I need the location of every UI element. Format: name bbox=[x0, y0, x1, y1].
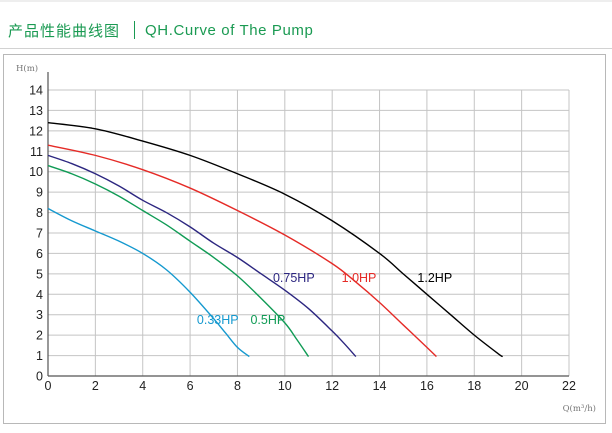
x-tick-label: 10 bbox=[278, 379, 292, 393]
y-tick-label: 9 bbox=[36, 186, 43, 200]
y-tick-label: 2 bbox=[36, 329, 43, 343]
x-tick-label: 14 bbox=[373, 379, 387, 393]
series-label-0-33hp: 0.33HP bbox=[197, 313, 239, 327]
x-axis-title: Q(m³/h) bbox=[563, 403, 596, 414]
header-divider bbox=[0, 48, 612, 49]
series-label-0-5hp: 0.5HP bbox=[250, 313, 285, 327]
y-tick-label: 7 bbox=[36, 227, 43, 241]
x-tick-label: 0 bbox=[45, 379, 52, 393]
y-tick-label: 10 bbox=[29, 165, 43, 179]
x-tick-label: 22 bbox=[562, 379, 576, 393]
y-tick-label: 13 bbox=[29, 104, 43, 118]
series-label-0-75hp: 0.75HP bbox=[273, 271, 315, 285]
chart-series bbox=[47, 121, 504, 358]
title-separator bbox=[134, 21, 136, 39]
y-tick-label: 12 bbox=[29, 124, 43, 138]
y-tick-label: 4 bbox=[36, 288, 43, 302]
series-line-0-75hp bbox=[47, 154, 357, 358]
x-tick-label: 4 bbox=[139, 379, 146, 393]
y-tick-label: 6 bbox=[36, 247, 43, 261]
chart-axes: 0 2 4 6 8 10 12 14 16 18 20 2201234567891011121314H… bbox=[16, 63, 596, 414]
title-chinese: 产品性能曲线图 bbox=[8, 21, 121, 40]
series-line-1-2hp bbox=[47, 121, 504, 358]
x-tick-label: 12 bbox=[325, 379, 339, 393]
chart-grid bbox=[48, 89, 570, 376]
y-tick-label: 8 bbox=[36, 206, 43, 220]
x-tick-label: 20 bbox=[515, 379, 529, 393]
x-tick-label: 18 bbox=[467, 379, 481, 393]
series-line-0-5hp bbox=[47, 164, 310, 357]
series-label-1-0hp: 1.0HP bbox=[342, 271, 377, 285]
series-line-0-33hp bbox=[47, 207, 250, 358]
x-tick-label: 16 bbox=[420, 379, 434, 393]
chart-frame bbox=[3, 54, 606, 424]
y-tick-label: 14 bbox=[29, 84, 43, 98]
x-tick-label: 8 bbox=[234, 379, 241, 393]
series-label-1-2hp: 1.2HP bbox=[417, 271, 452, 285]
title-english: QH.Curve of The Pump bbox=[145, 21, 314, 39]
series-line-1-0hp bbox=[47, 144, 437, 358]
x-tick-label: 6 bbox=[187, 379, 194, 393]
top-border bbox=[0, 0, 612, 2]
y-tick-label: 0 bbox=[36, 370, 43, 384]
y-axis-title: H(m) bbox=[16, 63, 38, 74]
chart-labels: 0.33HP 0.5HP 0.75HP 1.0HP 1.2HP bbox=[197, 271, 452, 327]
y-tick-label: 5 bbox=[36, 267, 43, 281]
x-tick-label: 2 bbox=[92, 379, 99, 393]
y-tick-label: 11 bbox=[30, 145, 43, 159]
y-tick-label: 3 bbox=[36, 308, 43, 322]
y-tick-label: 1 bbox=[36, 349, 43, 363]
header: 产品性能曲线图 QH.Curve of The Pump bbox=[8, 19, 313, 41]
